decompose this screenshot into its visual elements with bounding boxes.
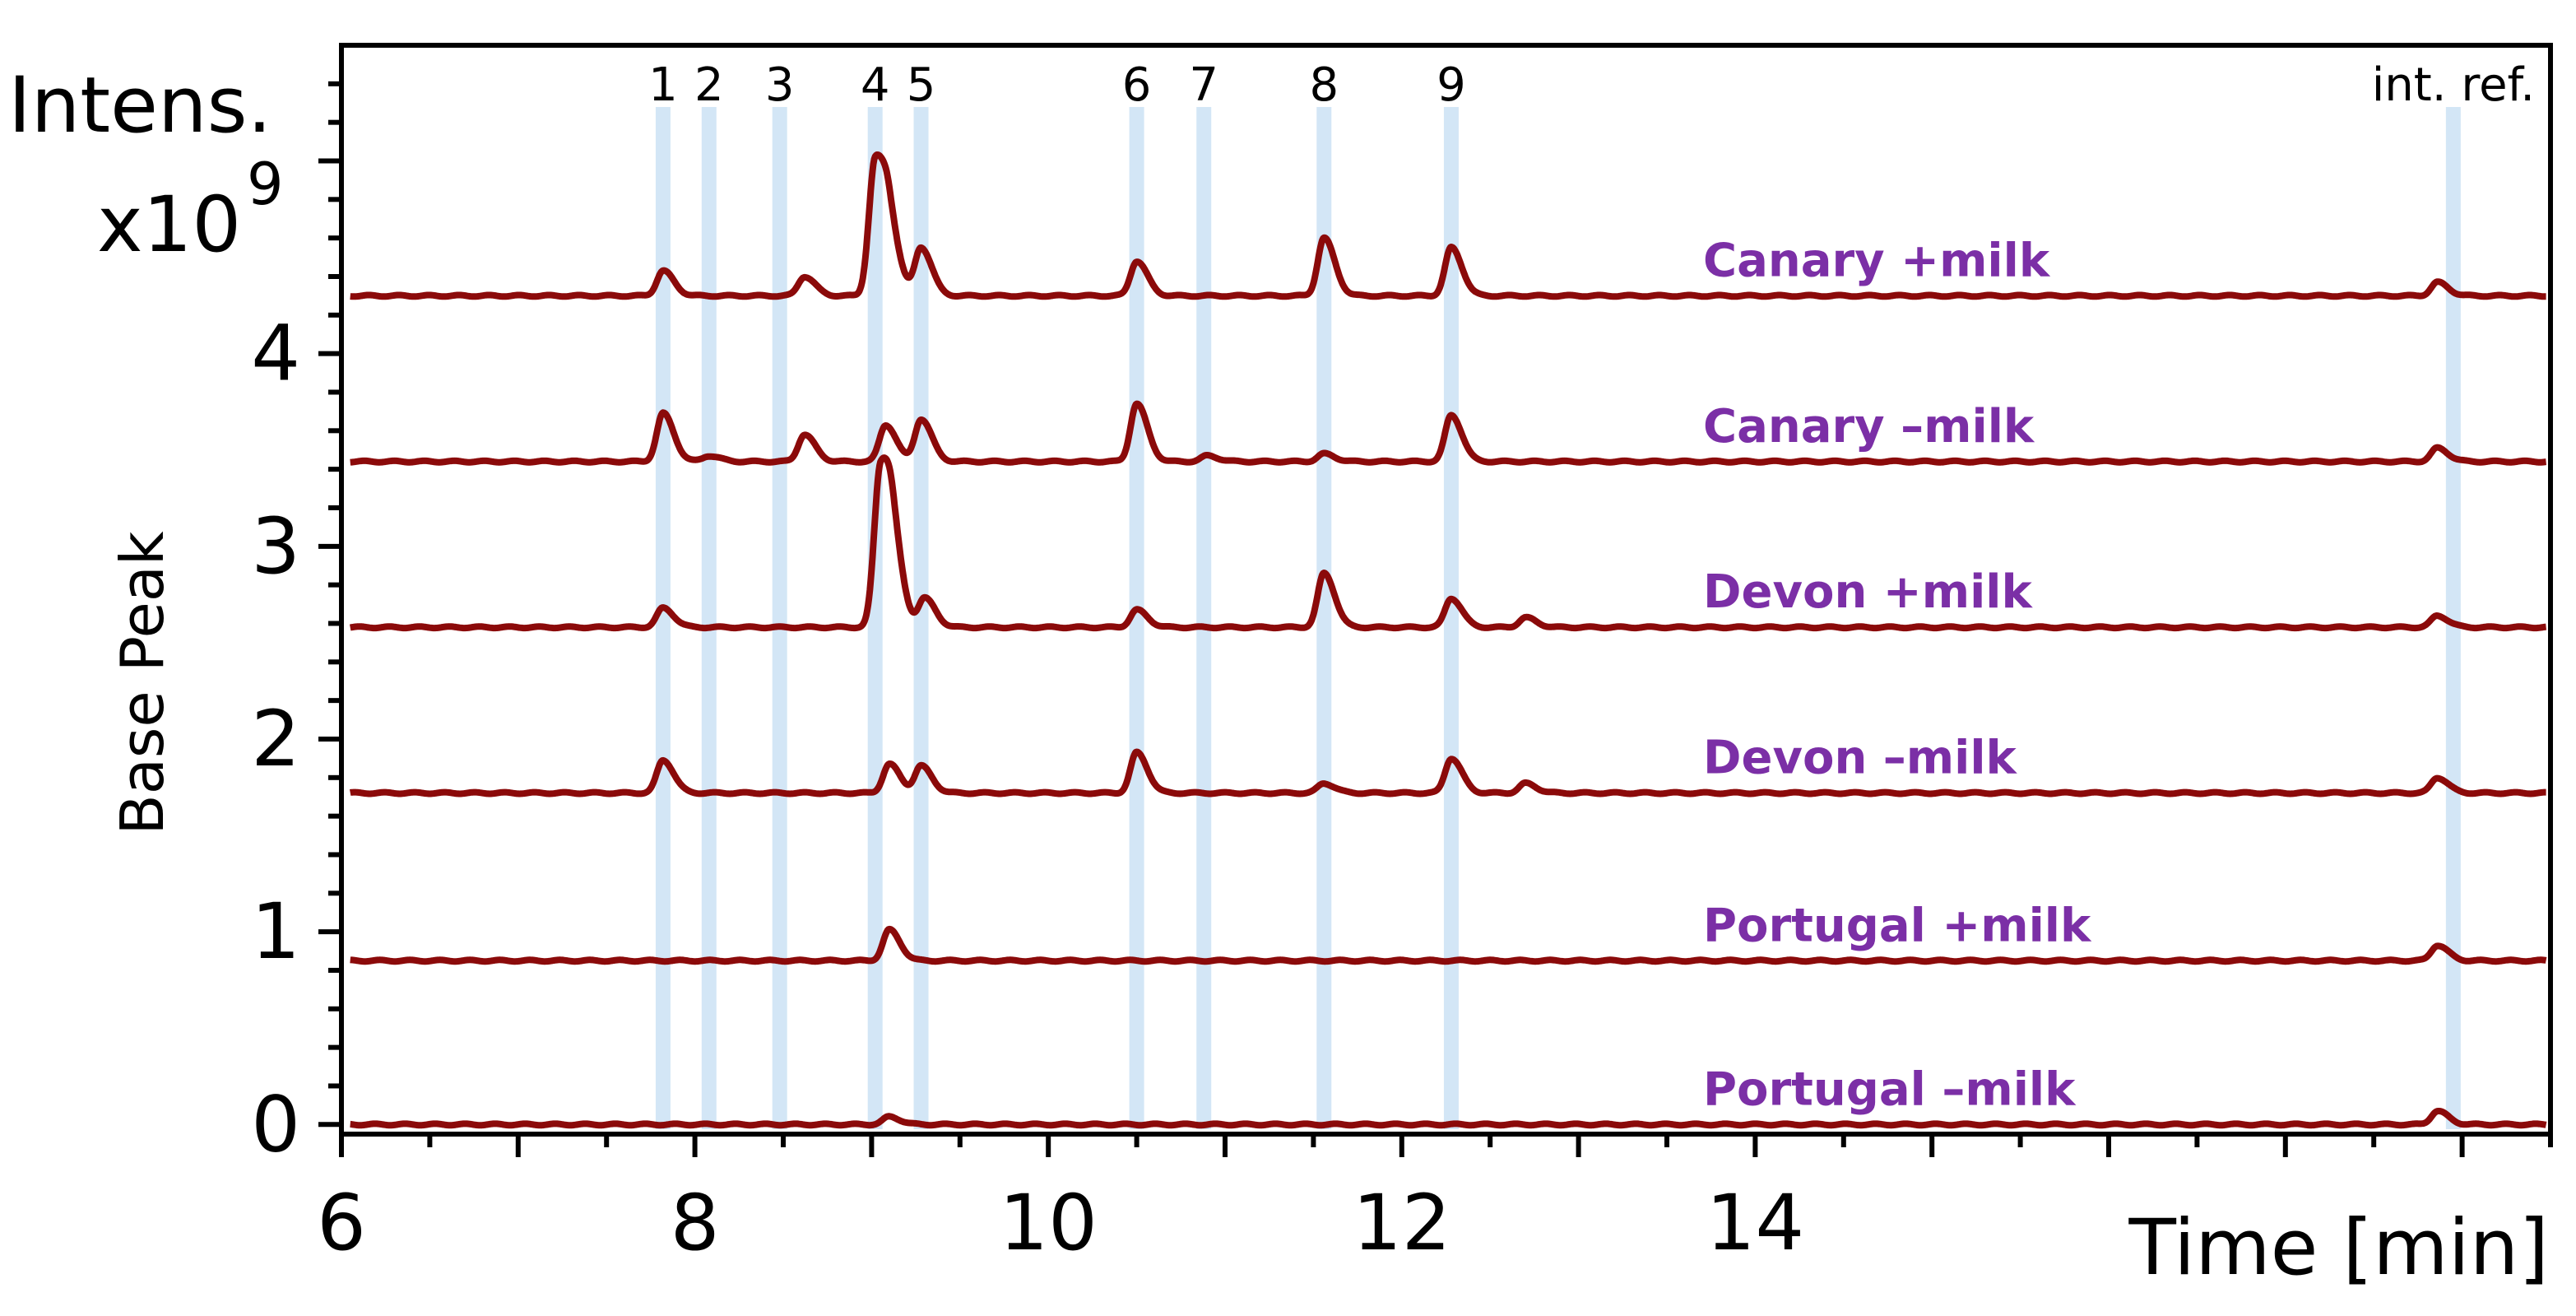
- peak-band-4: [867, 107, 883, 1129]
- peak-label-8: 8: [1309, 58, 1339, 112]
- y-tick-label: 1: [251, 887, 300, 977]
- peak-band-10: [2445, 107, 2461, 1129]
- peak-band-9: [1443, 107, 1459, 1129]
- trace-line-5: [347, 925, 2549, 965]
- trace-label-5: Portugal +milk: [1703, 899, 2092, 952]
- x-tick-label: 12: [1353, 1179, 1451, 1268]
- y-tick-label: 3: [251, 502, 300, 592]
- y-unit-label-exponent: 9: [247, 151, 284, 218]
- peak-label-2: 2: [694, 58, 724, 112]
- x-tick-label: 6: [317, 1179, 366, 1268]
- trace-label-4: Devon –milk: [1703, 732, 2018, 785]
- y-axis-ticks: 0 1 2 3 4: [251, 81, 341, 1170]
- trace-label-3: Devon +milk: [1703, 565, 2033, 619]
- peak-label-6: 6: [1122, 58, 1152, 112]
- peak-label-1: 1: [648, 58, 678, 112]
- y-axis-title: Base Peak: [108, 531, 177, 835]
- trace-line-2: [347, 400, 2549, 466]
- trace-line-1: [347, 151, 2549, 300]
- trace-line-4: [347, 748, 2549, 798]
- peak-labels: 1 2 3 4 5 6 7 8 9 int. ref.: [648, 58, 2535, 112]
- peak-band-8: [1316, 107, 1332, 1129]
- y-tick-label: 2: [251, 695, 300, 784]
- trace-line-3: [347, 454, 2549, 632]
- peak-label-9: 9: [1437, 58, 1466, 112]
- peak-band-2: [701, 107, 717, 1129]
- y-unit-label-x10: x10: [97, 180, 241, 270]
- peak-band-1: [655, 107, 671, 1129]
- trace-label-6: Portugal –milk: [1703, 1063, 2077, 1116]
- y-unit-label-intens: Intens.: [8, 61, 272, 151]
- peak-label-10: int. ref.: [2372, 58, 2535, 112]
- y-tick-label: 0: [251, 1080, 300, 1170]
- peak-band-5: [913, 107, 929, 1129]
- peak-highlight-bands: [655, 107, 2461, 1129]
- peak-label-7: 7: [1189, 58, 1218, 112]
- plot-frame: [339, 43, 2553, 1137]
- peak-band-7: [1196, 107, 1212, 1129]
- peak-band-3: [772, 107, 787, 1129]
- x-tick-label: 8: [671, 1179, 720, 1268]
- x-axis-ticks: 6 8 10 12 14: [317, 1134, 2553, 1268]
- peak-label-5: 5: [907, 58, 936, 112]
- y-tick-label: 4: [251, 309, 300, 399]
- x-tick-label: 14: [1706, 1179, 1805, 1268]
- trace-labels: Canary +milk Canary –milk Devon +milk Devon…: [1703, 234, 2092, 1116]
- trace-label-2: Canary –milk: [1703, 400, 2035, 453]
- trace-lines: [347, 151, 2549, 1129]
- trace-line-6: [347, 1108, 2549, 1129]
- x-tick-label: 10: [999, 1179, 1098, 1268]
- trace-label-1: Canary +milk: [1703, 234, 2051, 287]
- peak-label-4: 4: [861, 58, 890, 112]
- peak-label-3: 3: [765, 58, 795, 112]
- peak-band-6: [1129, 107, 1144, 1129]
- x-axis-title: Time [min]: [2128, 1203, 2549, 1293]
